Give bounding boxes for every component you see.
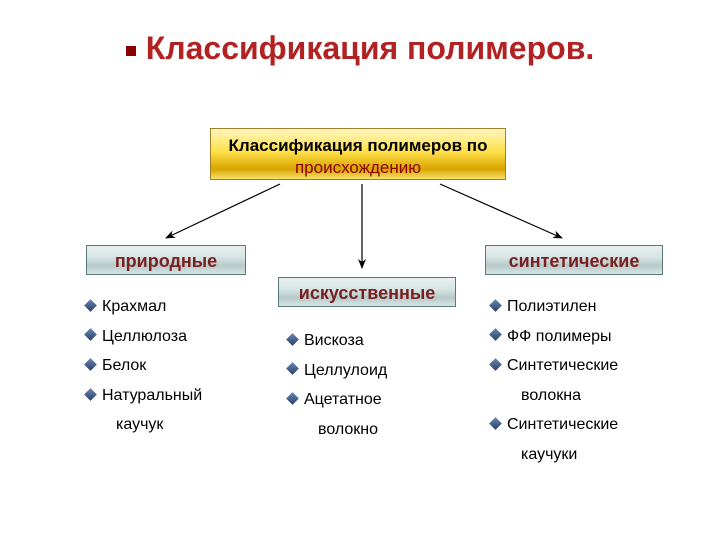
- category-bullets: Полиэтилен ФФ полимеры Синтетические волокн…: [491, 292, 618, 470]
- root-box: Классификация полимеров по происхождению: [210, 128, 506, 180]
- diamond-bullet-icon: [489, 329, 502, 342]
- bullet-text: Полиэтилен: [507, 298, 596, 315]
- bullet-item: волокно: [288, 415, 387, 445]
- diamond-bullet-icon: [84, 299, 97, 312]
- category-box: искусственные: [278, 277, 456, 307]
- diamond-bullet-icon: [489, 417, 502, 430]
- bullet-text: Крахмал: [102, 298, 166, 315]
- root-line2: происхождению: [223, 157, 493, 179]
- arrow: [166, 184, 280, 238]
- diamond-bullet-icon: [84, 388, 97, 401]
- title-text: Классификация полимеров.: [146, 30, 595, 66]
- bullet-item: Натуральный: [86, 381, 202, 411]
- category-box: природные: [86, 245, 246, 275]
- diamond-bullet-icon: [489, 299, 502, 312]
- bullet-text: каучук: [116, 416, 163, 433]
- title-accent-square: [126, 46, 136, 56]
- bullet-item: каучук: [86, 410, 202, 440]
- root-line1: Классификация полимеров по: [229, 136, 488, 155]
- diamond-bullet-icon: [286, 392, 299, 405]
- diamond-bullet-icon: [286, 363, 299, 376]
- bullet-item: Ацетатное: [288, 385, 387, 415]
- bullet-text: Вискоза: [304, 332, 364, 349]
- bullet-item: каучуки: [491, 440, 618, 470]
- bullet-item: Крахмал: [86, 292, 202, 322]
- page-title: Классификация полимеров.: [0, 30, 720, 67]
- bullet-text: Целлюлоза: [102, 328, 187, 345]
- arrow: [440, 184, 562, 238]
- bullet-item: Вискоза: [288, 326, 387, 356]
- category-box: синтетические: [485, 245, 663, 275]
- bullet-text: Синтетические: [507, 357, 618, 374]
- bullet-text: Ацетатное: [304, 391, 382, 408]
- bullet-text: каучуки: [521, 446, 577, 463]
- bullet-item: Полиэтилен: [491, 292, 618, 322]
- bullet-item: волокна: [491, 381, 618, 411]
- bullet-item: Белок: [86, 351, 202, 381]
- category-bullets: Крахмал Целлюлоза Белок Натуральный каучук: [86, 292, 202, 440]
- bullet-text: Целлулоид: [304, 362, 387, 379]
- bullet-item: Целлулоид: [288, 356, 387, 386]
- bullet-text: Белок: [102, 357, 146, 374]
- bullet-text: Натуральный: [102, 387, 202, 404]
- bullet-item: Синтетические: [491, 410, 618, 440]
- bullet-item: Целлюлоза: [86, 322, 202, 352]
- category-bullets: Вискоза Целлулоид Ацетатное волокно: [288, 326, 387, 444]
- diamond-bullet-icon: [489, 358, 502, 371]
- diamond-bullet-icon: [84, 358, 97, 371]
- bullet-item: ФФ полимеры: [491, 322, 618, 352]
- diamond-bullet-icon: [84, 329, 97, 342]
- bullet-text: ФФ полимеры: [507, 328, 612, 345]
- bullet-item: Синтетические: [491, 351, 618, 381]
- bullet-text: волокна: [521, 387, 581, 404]
- diamond-bullet-icon: [286, 333, 299, 346]
- bullet-text: волокно: [318, 421, 378, 438]
- bullet-text: Синтетические: [507, 416, 618, 433]
